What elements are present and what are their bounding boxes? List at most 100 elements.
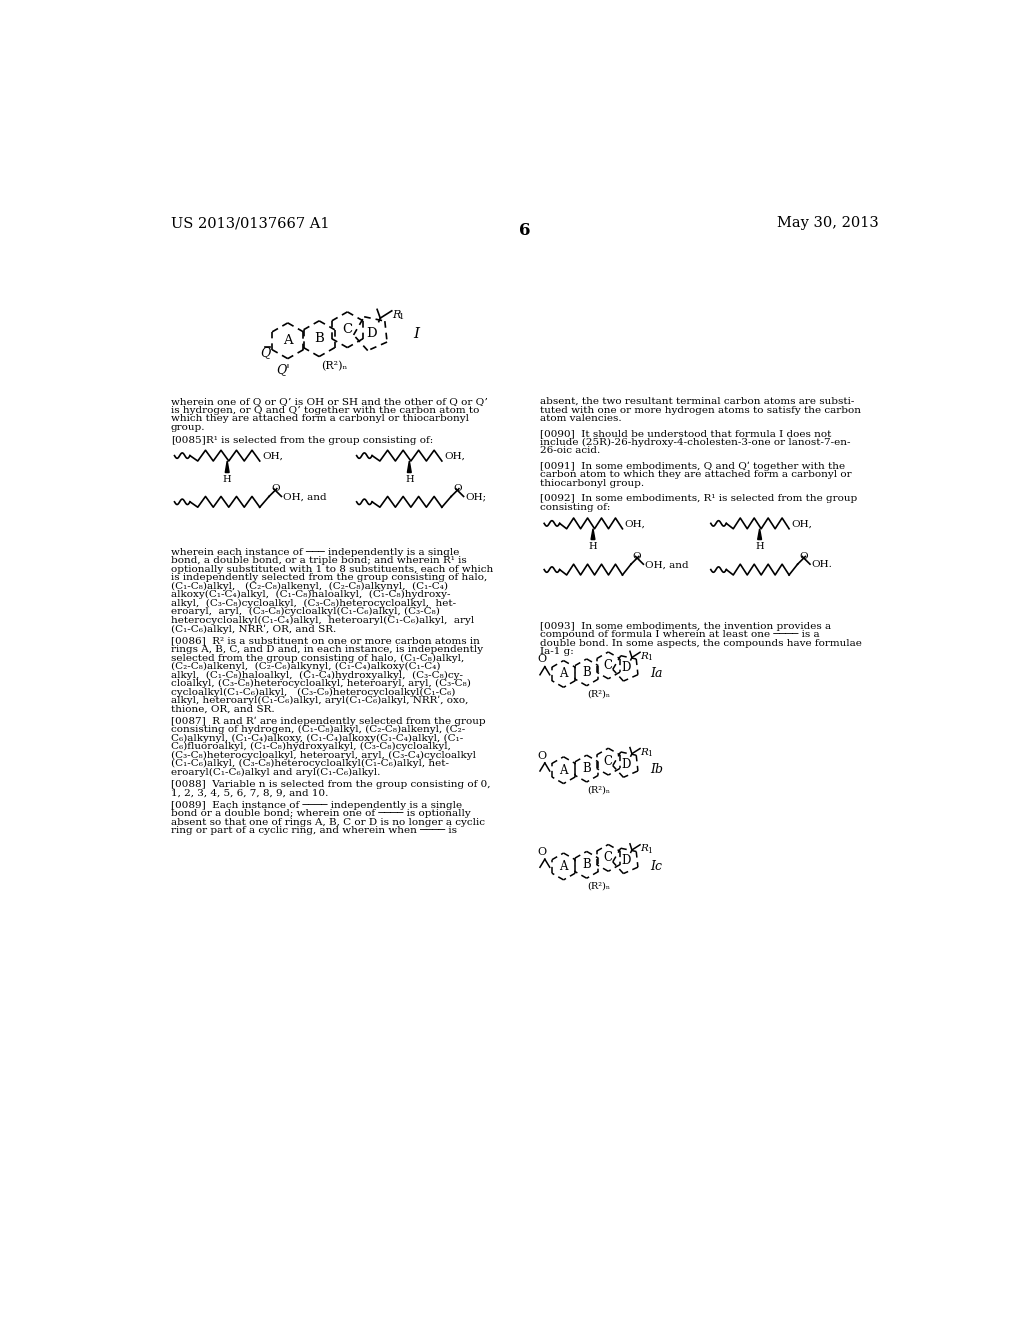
Text: include (25R)-26-hydroxy-4-cholesten-3-one or lanost-7-en-: include (25R)-26-hydroxy-4-cholesten-3-o… <box>541 438 851 447</box>
Text: O: O <box>271 484 280 494</box>
Text: O: O <box>800 552 808 561</box>
Text: B: B <box>583 665 591 678</box>
Text: 1, 2, 3, 4, 5, 6, 7, 8, 9, and 10.: 1, 2, 3, 4, 5, 6, 7, 8, 9, and 10. <box>171 788 328 797</box>
Text: bond or a double bond; wherein one of ──── is optionally: bond or a double bond; wherein one of ──… <box>171 809 470 818</box>
Text: alkoxy(C₁-C₄)alkyl,  (C₁-C₈)haloalkyl,  (C₁-C₈)hydroxy-: alkoxy(C₁-C₄)alkyl, (C₁-C₈)haloalkyl, (C… <box>171 590 451 599</box>
Text: (C₁-C₆)alkyl, NRRʹ, OR, and SR.: (C₁-C₆)alkyl, NRRʹ, OR, and SR. <box>171 624 336 634</box>
Polygon shape <box>408 461 412 473</box>
Text: R¹ is selected from the group consisting of:: R¹ is selected from the group consisting… <box>206 436 433 445</box>
Text: rings A, B, C, and D and, in each instance, is independently: rings A, B, C, and D and, in each instan… <box>171 645 482 653</box>
Text: [0087]  R and Rʹ are independently selected from the group: [0087] R and Rʹ are independently select… <box>171 717 485 726</box>
Text: (R²)ₙ: (R²)ₙ <box>588 882 610 891</box>
Text: 26-oic acid.: 26-oic acid. <box>541 446 600 455</box>
Text: consisting of hydrogen, (C₁-C₈)alkyl, (C₂-C₈)alkenyl, (C₂-: consisting of hydrogen, (C₁-C₈)alkyl, (C… <box>171 725 465 734</box>
Text: absent so that one of rings A, B, C or D is no longer a cyclic: absent so that one of rings A, B, C or D… <box>171 817 484 826</box>
Text: atom valencies.: atom valencies. <box>541 414 622 422</box>
Text: [0085]: [0085] <box>171 436 206 445</box>
Text: US 2013/0137667 A1: US 2013/0137667 A1 <box>171 216 329 230</box>
Text: (R²)ₙ: (R²)ₙ <box>588 785 610 795</box>
Text: R: R <box>640 845 648 853</box>
Text: B: B <box>314 333 324 346</box>
Text: 1: 1 <box>399 313 404 321</box>
Text: alkyl,  (C₁-C₈)haloalkyl,  (C₁-C₄)hydroxyalkyl,  (C₃-C₈)cy-: alkyl, (C₁-C₈)haloalkyl, (C₁-C₄)hydroxya… <box>171 671 463 680</box>
Text: [0086]  R² is a substituent on one or more carbon atoms in: [0086] R² is a substituent on one or mor… <box>171 636 479 645</box>
Text: Ic: Ic <box>650 859 663 873</box>
Text: [0092]  In some embodiments, R¹ is selected from the group: [0092] In some embodiments, R¹ is select… <box>541 494 857 503</box>
Text: eroaryl,  aryl,  (C₃-C₈)cycloalkyl(C₁-C₆)alkyl, (C₃-C₈): eroaryl, aryl, (C₃-C₈)cycloalkyl(C₁-C₆)a… <box>171 607 439 616</box>
Text: bond, a double bond, or a triple bond; and wherein R¹ is: bond, a double bond, or a triple bond; a… <box>171 557 466 565</box>
Polygon shape <box>225 461 229 473</box>
Text: OH;: OH; <box>465 492 486 502</box>
Polygon shape <box>758 529 762 540</box>
Text: R: R <box>640 748 648 758</box>
Text: A: A <box>559 764 567 776</box>
Text: D: D <box>622 661 631 675</box>
Text: Ia: Ia <box>650 667 664 680</box>
Text: H: H <box>589 543 597 550</box>
Text: A: A <box>559 668 567 680</box>
Text: alkyl, heteroaryl(C₁-C₆)alkyl, aryl(C₁-C₆)alkyl, NRRʹ, oxo,: alkyl, heteroaryl(C₁-C₆)alkyl, aryl(C₁-C… <box>171 696 468 705</box>
Text: (C₁-C₈)alkyl,   (C₂-C₈)alkenyl,  (C₂-C₈)alkynyl,  (C₁-C₄): (C₁-C₈)alkyl, (C₂-C₈)alkenyl, (C₂-C₈)alk… <box>171 582 447 591</box>
Text: wherein one of Q or Q’ is OH or SH and the other of Q or Q’: wherein one of Q or Q’ is OH or SH and t… <box>171 397 487 407</box>
Text: (C₁-C₆)alkyl, (C₃-C₈)heterocycloalkyl(C₁-C₆)alkyl, het-: (C₁-C₆)alkyl, (C₃-C₈)heterocycloalkyl(C₁… <box>171 759 449 768</box>
Text: A: A <box>559 859 567 873</box>
Text: D: D <box>622 854 631 867</box>
Text: optionally substituted with 1 to 8 substituents, each of which: optionally substituted with 1 to 8 subst… <box>171 565 493 574</box>
Text: OH, and: OH, and <box>283 492 327 502</box>
Text: R: R <box>640 652 648 661</box>
Text: 6: 6 <box>519 222 530 239</box>
Text: (R²)ₙ: (R²)ₙ <box>588 689 610 698</box>
Text: C₆)fluoroalkyl, (C₁-C₈)hydroxyalkyl, (C₃-C₈)cycloalkyl,: C₆)fluoroalkyl, (C₁-C₈)hydroxyalkyl, (C₃… <box>171 742 451 751</box>
Text: O: O <box>453 484 462 494</box>
Text: (C₂-C₈)alkenyl,  (C₂-C₆)alkynyl, (C₁-C₄)alkoxy(C₁-C₄): (C₂-C₈)alkenyl, (C₂-C₆)alkynyl, (C₁-C₄)a… <box>171 663 440 671</box>
Text: OH,: OH, <box>792 520 812 528</box>
Text: C₆)alkynyl, (C₁-C₄)alkoxy, (C₁-C₄)alkoxy(C₁-C₄)alkyl, (C₁-: C₆)alkynyl, (C₁-C₄)alkoxy, (C₁-C₄)alkoxy… <box>171 734 463 743</box>
Text: H: H <box>756 543 764 550</box>
Text: C: C <box>604 851 612 865</box>
Text: O: O <box>633 552 641 561</box>
Text: O: O <box>538 751 547 760</box>
Text: eroaryl(C₁-C₆)alkyl and aryl(C₁-C₆)alkyl.: eroaryl(C₁-C₆)alkyl and aryl(C₁-C₆)alkyl… <box>171 767 380 776</box>
Text: ring or part of a cyclic ring, and wherein when ──── is: ring or part of a cyclic ring, and where… <box>171 826 457 836</box>
Text: D: D <box>367 326 377 339</box>
Text: O: O <box>538 846 547 857</box>
Text: consisting of:: consisting of: <box>541 503 610 512</box>
Text: cloalkyl, (C₃-C₈)heterocycloalkyl, heteroaryl, aryl, (C₃-C₈): cloalkyl, (C₃-C₈)heterocycloalkyl, heter… <box>171 678 470 688</box>
Text: 1: 1 <box>647 655 652 663</box>
Text: OH,: OH, <box>444 451 465 461</box>
Text: compound of formula I wherein at least one ──── is a: compound of formula I wherein at least o… <box>541 631 820 639</box>
Text: (C₃-C₈)heterocycloalkyl, heteroaryl, aryl, (C₃-C₄)cycloalkyl: (C₃-C₈)heterocycloalkyl, heteroaryl, ary… <box>171 751 475 759</box>
Text: selected from the group consisting of halo, (C₁-C₈)alkyl,: selected from the group consisting of ha… <box>171 653 464 663</box>
Text: Q: Q <box>260 347 270 359</box>
Text: C: C <box>604 755 612 768</box>
Text: [0089]  Each instance of ──── independently is a single: [0089] Each instance of ──── independent… <box>171 800 462 809</box>
Text: I: I <box>414 326 419 341</box>
Text: heterocycloalkyl(C₁-C₄)alkyl,  heteroaryl(C₁-C₆)alkyl,  aryl: heterocycloalkyl(C₁-C₄)alkyl, heteroaryl… <box>171 615 474 624</box>
Text: tuted with one or more hydrogen atoms to satisfy the carbon: tuted with one or more hydrogen atoms to… <box>541 405 861 414</box>
Text: H: H <box>406 475 414 484</box>
Text: [0090]  It should be understood that formula I does not: [0090] It should be understood that form… <box>541 429 831 438</box>
Text: 1: 1 <box>647 846 652 854</box>
Text: OH,: OH, <box>625 520 646 528</box>
Text: alkyl,  (C₃-C₈)cycloalkyl,  (C₃-C₈)heterocycloalkyl,  het-: alkyl, (C₃-C₈)cycloalkyl, (C₃-C₈)heteroc… <box>171 599 456 609</box>
Text: double bond. In some aspects, the compounds have formulae: double bond. In some aspects, the compou… <box>541 639 862 648</box>
Text: 1: 1 <box>647 750 652 759</box>
Text: which they are attached form a carbonyl or thiocarbonyl: which they are attached form a carbonyl … <box>171 414 469 422</box>
Text: Q': Q' <box>276 363 290 376</box>
Text: Ib: Ib <box>650 763 664 776</box>
Polygon shape <box>591 529 595 540</box>
Text: [0093]  In some embodiments, the invention provides a: [0093] In some embodiments, the inventio… <box>541 622 831 631</box>
Text: is hydrogen, or Q and Q’ together with the carbon atom to: is hydrogen, or Q and Q’ together with t… <box>171 405 479 414</box>
Text: O: O <box>538 655 547 664</box>
Text: R: R <box>392 310 400 321</box>
Text: cycloalkyl(C₁-C₆)alkyl,   (C₃-C₉)heterocycloalkyl(C₁-C₆): cycloalkyl(C₁-C₆)alkyl, (C₃-C₉)heterocyc… <box>171 688 455 697</box>
Text: [0091]  In some embodiments, Q and Qʹ together with the: [0091] In some embodiments, Q and Qʹ tog… <box>541 462 846 471</box>
Text: A: A <box>283 334 293 347</box>
Text: C: C <box>342 323 352 337</box>
Text: OH,: OH, <box>262 451 283 461</box>
Text: is independently selected from the group consisting of halo,: is independently selected from the group… <box>171 573 486 582</box>
Text: absent, the two resultant terminal carbon atoms are substi-: absent, the two resultant terminal carbo… <box>541 397 855 407</box>
Text: carbon atom to which they are attached form a carbonyl or: carbon atom to which they are attached f… <box>541 470 852 479</box>
Text: wherein each instance of ─── independently is a single: wherein each instance of ─── independent… <box>171 548 459 557</box>
Text: group.: group. <box>171 422 205 432</box>
